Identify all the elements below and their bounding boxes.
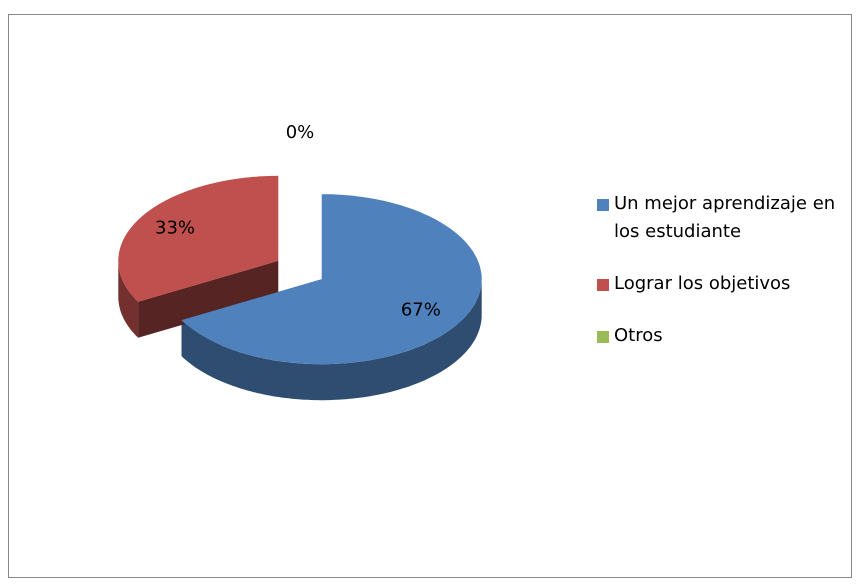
legend-label: Lograr los objetivos xyxy=(614,273,791,294)
slice xyxy=(181,194,482,365)
slice xyxy=(118,175,279,302)
pie xyxy=(118,175,482,401)
legend-item: Otros xyxy=(597,322,837,350)
slice-side xyxy=(181,279,482,401)
legend: Un mejor aprendizaje en los estudiante Lo… xyxy=(597,190,837,374)
slice-cut-face xyxy=(138,260,279,338)
legend-swatch xyxy=(597,199,609,211)
data-label: 33% xyxy=(155,217,195,238)
slice-side xyxy=(118,260,139,338)
legend-label: Un mejor aprendizaje en los estudiante xyxy=(614,193,836,242)
legend-label: Otros xyxy=(614,325,663,346)
legend-swatch xyxy=(597,279,609,291)
legend-item: Lograr los objetivos xyxy=(597,270,837,298)
data-label: 0% xyxy=(286,122,315,143)
legend-swatch xyxy=(597,331,609,343)
data-label: 67% xyxy=(401,299,441,320)
legend-item: Un mejor aprendizaje en los estudiante xyxy=(597,190,837,246)
